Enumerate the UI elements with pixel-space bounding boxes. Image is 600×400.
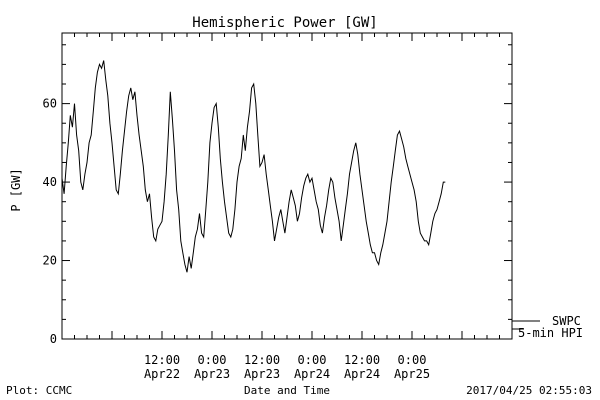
series-group	[61, 60, 446, 273]
y-tick-label: 20	[43, 254, 57, 268]
chart-title: Hemispheric Power [GW]	[192, 15, 377, 31]
legend-swpc-label: SWPC	[552, 314, 581, 328]
footer-credit: Plot: CCMC	[6, 384, 72, 397]
y-axis-label: P [GW]	[9, 168, 23, 211]
x-tick-date-label: Apr25	[394, 367, 430, 381]
x-tick-date-label: Apr24	[294, 367, 330, 381]
series-line-5-min-hpi	[61, 60, 446, 273]
x-tick-date-label: Apr23	[244, 367, 280, 381]
plot-area	[61, 32, 513, 340]
x-tick-time-label: 0:00	[298, 353, 327, 367]
x-tick-time-label: 12:00	[344, 353, 380, 367]
x-tick-time-label: 0:00	[398, 353, 427, 367]
axis-ticks: 020406012:00Apr220:00Apr2312:00Apr230:00…	[43, 33, 513, 381]
y-tick-label: 40	[43, 175, 57, 189]
footer-timestamp: 2017/04/25 02:55:03	[466, 384, 592, 397]
x-tick-date-label: Apr24	[344, 367, 380, 381]
y-tick-label: 60	[43, 97, 57, 111]
x-tick-time-label: 12:00	[244, 353, 280, 367]
x-tick-time-label: 12:00	[144, 353, 180, 367]
x-tick-date-label: Apr22	[144, 367, 180, 381]
x-tick-time-label: 0:00	[198, 353, 227, 367]
x-axis-label: Date and Time	[244, 384, 330, 397]
x-tick-date-label: Apr23	[194, 367, 230, 381]
y-tick-label: 0	[50, 332, 57, 346]
legend-hpi-label: 5-min HPI	[518, 326, 583, 340]
